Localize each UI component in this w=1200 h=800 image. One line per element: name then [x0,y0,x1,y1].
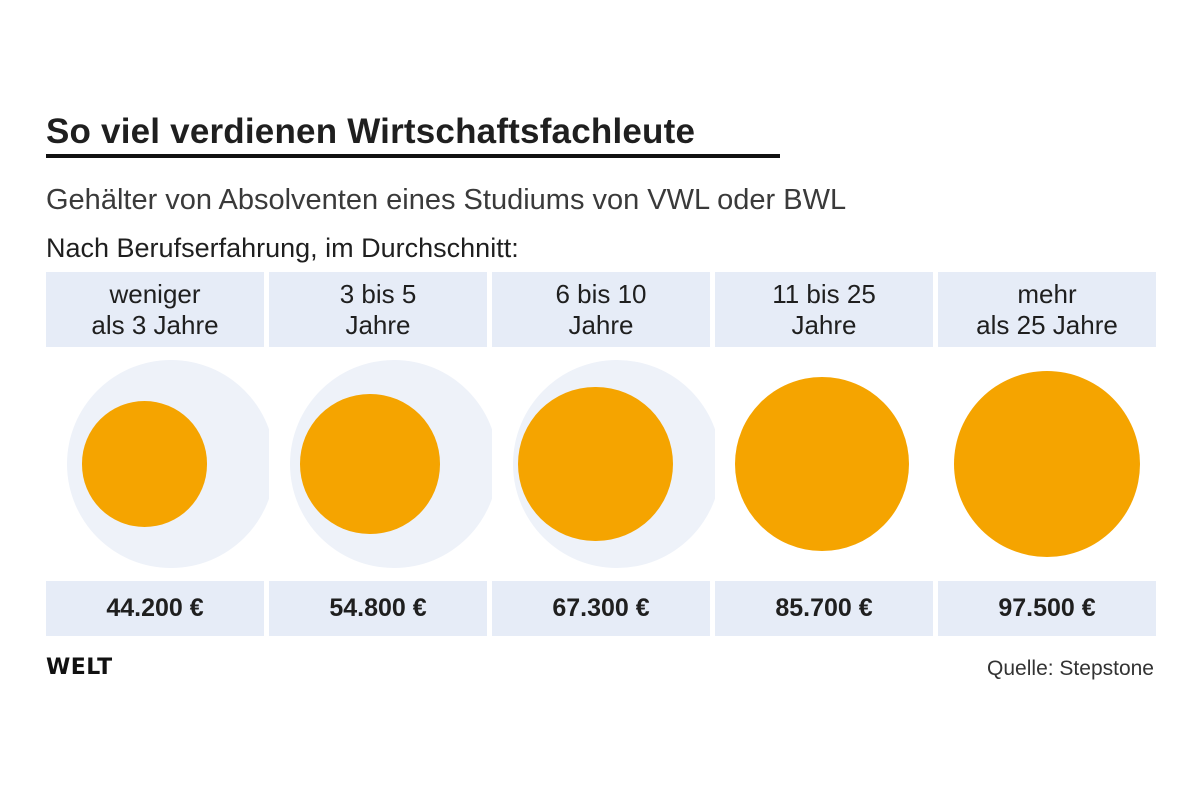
experience-label-line: Jahre [568,309,634,340]
salary-column: weniger als 3 Jahre 44.200 € [46,272,275,636]
salary-circle [300,394,440,534]
circle-area [46,350,275,578]
experience-label-line: als 3 Jahre [91,309,219,340]
salary-column: 3 bis 5 Jahre 54.800 € [269,272,498,636]
salary-value: 85.700 € [715,581,933,636]
experience-label-line: weniger [109,278,201,309]
salary-value: 54.800 € [269,581,487,636]
salary-grid: weniger als 3 Jahre 44.200 €3 bis 5 Jahre 54… [46,272,1156,636]
salary-column: mehr als 25 Jahre 97.500 € [938,272,1156,636]
title-underline [46,154,780,158]
source-note: Quelle: Stepstone [987,657,1154,680]
circle-area [938,350,1156,578]
salary-value: 67.300 € [492,581,710,636]
chart-title: So viel verdienen Wirtschaftsfachleute [46,112,696,151]
circle-area [492,350,721,578]
salary-column: 6 bis 10 Jahre 67.300 € [492,272,721,636]
group-label: Nach Berufserfahrung, im Durchschnitt: [46,233,519,263]
experience-label: weniger als 3 Jahre [46,272,264,347]
salary-value: 44.200 € [46,581,264,636]
welt-logo: WELT [46,655,113,680]
chart-subtitle: Gehälter von Absolventen eines Studiums … [46,184,847,216]
experience-label-line: als 25 Jahre [976,309,1118,340]
experience-label-line: 3 bis 5 [339,278,417,309]
experience-label-line: Jahre [791,309,857,340]
salary-circle [81,401,207,527]
salary-value: 97.500 € [938,581,1156,636]
circle-area [269,350,498,578]
experience-label-line: 11 bis 25 [772,278,876,309]
experience-label-line: mehr [1017,278,1077,309]
experience-label: 11 bis 25 Jahre [715,272,933,347]
salary-circle [954,371,1140,557]
salary-circle [734,376,910,552]
experience-label: mehr als 25 Jahre [938,272,1156,347]
experience-label: 6 bis 10 Jahre [492,272,710,347]
experience-label-line: Jahre [345,309,411,340]
salary-circle [518,386,673,542]
experience-label: 3 bis 5 Jahre [269,272,487,347]
salary-column: 11 bis 25 Jahre 85.700 € [715,272,933,636]
experience-label-line: 6 bis 10 [555,278,647,309]
circle-area [715,350,933,578]
